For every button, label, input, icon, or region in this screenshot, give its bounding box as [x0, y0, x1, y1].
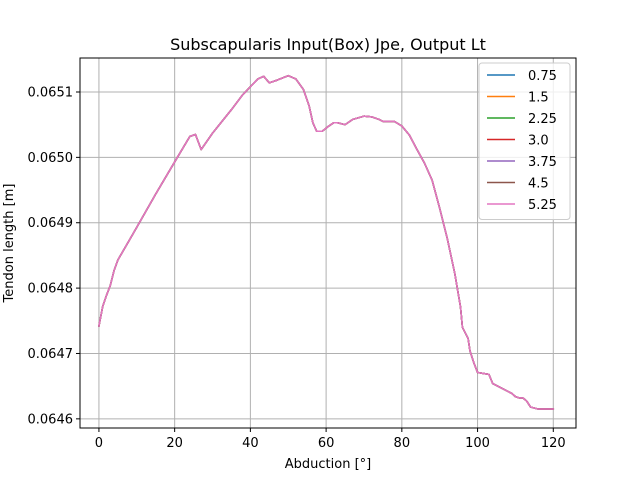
chart-title: Subscapularis Input(Box) Jpe, Output Lt: [170, 35, 486, 54]
legend-label: 2.25: [528, 112, 557, 127]
legend-box: [478, 62, 571, 220]
series-line-6: [98, 74, 555, 410]
y-tick-label: 0.0647: [28, 347, 74, 362]
x-tick-label: 20: [166, 436, 183, 451]
y-axis-ticks: 0.0646 0.0647 0.0648 0.0649 0.0650 0.0651: [28, 85, 80, 427]
y-tick-label: 0.0648: [28, 282, 74, 297]
y-tick-label: 0.0650: [28, 151, 74, 166]
x-tick-label: 40: [242, 436, 259, 451]
y-tick-label: 0.0651: [28, 85, 74, 100]
legend-label: 1.5: [528, 91, 549, 106]
legend-label: 0.75: [528, 69, 557, 84]
x-tick-label: 120: [541, 436, 566, 451]
x-axis-ticks: 0 20 40 60 80 100 120: [95, 428, 566, 451]
y-tick-label: 0.0649: [28, 216, 74, 231]
plot-frame: [79, 57, 577, 429]
y-axis-title: Tendon length [m]: [2, 184, 17, 304]
legend-label: 5.25: [528, 198, 557, 213]
legend-label: 4.5: [528, 177, 549, 192]
x-tick-label: 0: [95, 436, 103, 451]
x-tick-label: 80: [394, 436, 411, 451]
grid: [80, 58, 576, 428]
legend: 0.75 1.5 2.25 3.0 3.75 4.5 5.25: [478, 62, 571, 220]
x-tick-label: 100: [465, 436, 490, 451]
x-axis-title: Abduction [°]: [285, 457, 371, 472]
x-tick-label: 60: [318, 436, 335, 451]
y-tick-label: 0.0646: [28, 412, 74, 427]
series-lines: [98, 74, 555, 410]
legend-label: 3.75: [528, 155, 557, 170]
legend-label: 3.0: [528, 134, 549, 149]
